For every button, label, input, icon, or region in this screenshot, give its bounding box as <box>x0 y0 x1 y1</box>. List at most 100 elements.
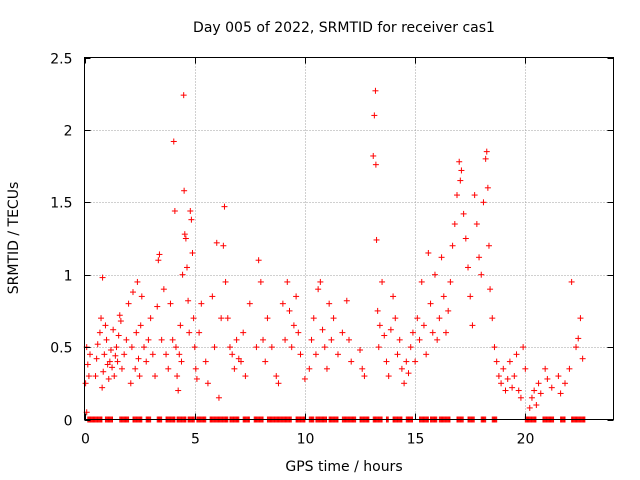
chart-title: Day 005 of 2022, SRMTID for receiver cas… <box>193 20 495 36</box>
y-tick-label: 0.5 <box>50 341 72 357</box>
data-point <box>279 300 286 307</box>
data-point <box>372 87 379 94</box>
data-point <box>94 341 101 348</box>
data-point <box>191 344 198 351</box>
data-point <box>343 297 350 304</box>
data-point <box>192 365 199 372</box>
y-tick-label: 0 <box>64 414 73 430</box>
data-point <box>93 355 100 362</box>
data-point <box>103 336 110 343</box>
data-point <box>323 365 330 372</box>
data-point <box>381 332 388 339</box>
data-point <box>308 336 315 343</box>
data-point <box>133 329 140 336</box>
data-point <box>357 346 364 353</box>
data-point <box>515 387 522 394</box>
data-point <box>132 365 139 372</box>
data-point <box>237 358 244 365</box>
data-point <box>145 336 152 343</box>
data-point <box>427 300 434 307</box>
data-point <box>264 315 271 322</box>
data-point <box>181 231 188 238</box>
data-point <box>257 278 264 285</box>
data-point <box>179 271 186 278</box>
y-axis-label: SRMTID / TECUs <box>6 182 22 295</box>
data-point <box>371 112 378 119</box>
data-point <box>178 358 185 365</box>
data-point <box>431 271 438 278</box>
data-point <box>511 373 518 380</box>
grid <box>84 57 614 420</box>
data-point <box>383 358 390 365</box>
data-point <box>385 373 392 380</box>
data-point <box>253 344 260 351</box>
data-point <box>170 138 177 145</box>
data-point <box>436 315 443 322</box>
data-point <box>125 300 132 307</box>
data-point <box>84 361 91 368</box>
data-point <box>485 242 492 249</box>
data-point <box>134 278 141 285</box>
data-point <box>376 322 383 329</box>
y-tick-label: 1 <box>64 269 73 285</box>
data-point <box>190 315 197 322</box>
data-point <box>330 315 337 322</box>
data-point <box>175 387 182 394</box>
data-point <box>177 322 184 329</box>
data-point <box>449 242 456 249</box>
data-point <box>149 351 156 358</box>
data-point <box>379 278 386 285</box>
x-tick-label: 15 <box>407 432 425 448</box>
data-point <box>211 344 218 351</box>
data-point <box>114 358 121 365</box>
data-point <box>128 344 135 351</box>
data-point <box>255 257 262 264</box>
data-point <box>328 336 335 343</box>
data-point <box>568 278 575 285</box>
data-point <box>442 329 449 336</box>
plot-frame <box>84 57 614 420</box>
data-point <box>188 216 195 223</box>
data-point <box>98 315 105 322</box>
data-point <box>416 336 423 343</box>
data-point <box>495 373 502 380</box>
data-point <box>231 365 238 372</box>
data-point <box>482 155 489 162</box>
data-point <box>213 239 220 246</box>
data-point <box>537 390 544 397</box>
data-point <box>152 373 159 380</box>
data-point <box>513 351 520 358</box>
data-point <box>182 235 189 242</box>
data-point <box>96 329 103 336</box>
data-point <box>469 322 476 329</box>
data-point <box>483 148 490 155</box>
data-point <box>204 380 211 387</box>
data-point <box>348 358 355 365</box>
data-point <box>500 365 507 372</box>
data-point <box>260 336 267 343</box>
data-point <box>85 373 92 380</box>
data-point <box>87 351 94 358</box>
data-point <box>187 207 194 214</box>
data-point <box>438 254 445 261</box>
data-point <box>229 351 236 358</box>
data-point <box>240 329 247 336</box>
data-point <box>141 344 148 351</box>
data-point <box>517 394 524 401</box>
data-point <box>548 384 555 391</box>
data-point <box>359 365 366 372</box>
data-point <box>295 329 302 336</box>
data-point <box>467 293 474 300</box>
data-point <box>262 358 269 365</box>
data-point <box>121 351 128 358</box>
data-point <box>533 402 540 409</box>
data-point <box>165 365 172 372</box>
data-point <box>579 355 586 362</box>
data-point <box>301 375 308 382</box>
data-point <box>522 365 529 372</box>
data-point <box>202 358 209 365</box>
data-point <box>224 315 231 322</box>
data-point <box>293 293 300 300</box>
data-point <box>112 352 119 359</box>
data-point <box>394 351 401 358</box>
